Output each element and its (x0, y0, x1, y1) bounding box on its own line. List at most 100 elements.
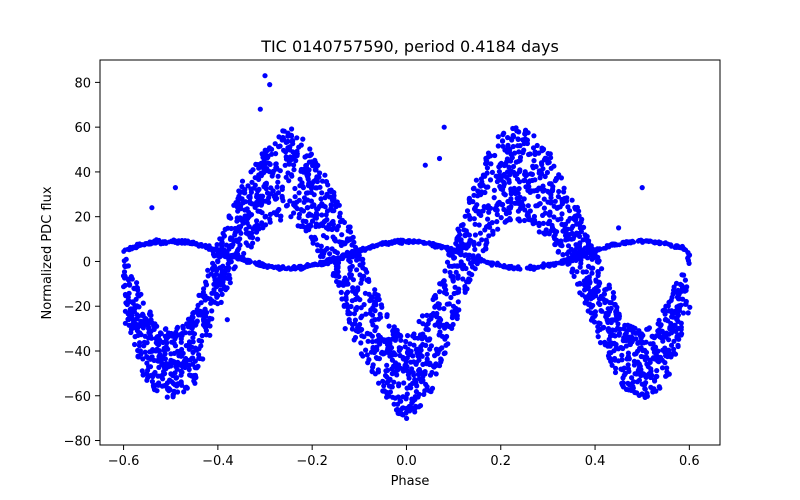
data-point (278, 217, 284, 223)
data-point (223, 242, 230, 248)
data-point (635, 330, 641, 336)
data-point (500, 201, 506, 208)
data-point (247, 200, 253, 206)
data-point (674, 243, 680, 249)
data-point (410, 370, 416, 376)
data-point (656, 359, 662, 365)
data-point (403, 338, 409, 345)
data-point (501, 171, 507, 177)
data-point (347, 229, 354, 235)
data-point (287, 144, 293, 150)
data-point (485, 216, 491, 222)
data-point (676, 336, 682, 342)
data-point (334, 199, 340, 205)
data-point (250, 226, 256, 232)
data-point (159, 361, 165, 367)
chart-title: TIC 0140757590, period 0.4184 days (260, 37, 559, 56)
data-point (512, 188, 519, 194)
data-point (225, 267, 231, 273)
data-point (411, 342, 417, 348)
data-point (214, 242, 220, 248)
data-point (136, 304, 142, 310)
data-point (472, 204, 478, 211)
data-point (450, 321, 456, 328)
data-point (205, 273, 211, 279)
data-point (551, 261, 556, 266)
data-point (215, 258, 221, 264)
data-point (625, 380, 631, 386)
data-point (198, 343, 204, 349)
data-point (339, 296, 345, 302)
data-point (489, 220, 495, 226)
data-point (348, 250, 354, 256)
data-point (253, 229, 260, 235)
data-point (517, 143, 523, 149)
data-point (384, 341, 390, 348)
data-point (444, 259, 451, 265)
data-point (620, 367, 626, 373)
data-point (568, 236, 575, 242)
data-point (263, 186, 269, 192)
data-point (498, 215, 504, 221)
data-point (347, 259, 353, 265)
data-point (516, 186, 522, 192)
data-point (345, 253, 350, 259)
data-point (654, 368, 660, 374)
data-point (130, 300, 136, 306)
data-point (497, 163, 503, 169)
data-point (355, 328, 361, 335)
data-point (354, 267, 360, 273)
data-point (477, 230, 483, 236)
data-point (619, 352, 625, 358)
data-point (286, 161, 292, 167)
data-point (665, 303, 671, 309)
data-point (314, 242, 320, 248)
data-point (595, 272, 601, 279)
data-point (454, 263, 460, 269)
data-point (478, 258, 484, 263)
data-point (360, 245, 366, 251)
data-point (360, 260, 366, 266)
data-point (298, 207, 304, 213)
data-point (127, 282, 133, 288)
data-point (587, 279, 593, 285)
data-point (263, 182, 269, 188)
data-point (512, 172, 518, 178)
data-point (277, 143, 283, 149)
data-point (364, 269, 370, 275)
data-point (319, 190, 325, 196)
data-point (585, 286, 591, 292)
data-point (687, 304, 693, 310)
data-point (379, 304, 385, 310)
data-point (278, 266, 284, 272)
data-point (319, 250, 325, 256)
data-point (142, 242, 147, 248)
data-point (677, 281, 684, 287)
data-point (147, 373, 154, 379)
data-point (170, 394, 176, 400)
data-point (638, 373, 644, 379)
data-point (528, 188, 535, 194)
data-point (384, 313, 390, 320)
x-tick-label: −0.4 (202, 454, 234, 469)
data-point (487, 177, 494, 183)
data-point (471, 256, 477, 262)
data-point (544, 156, 550, 162)
data-point (589, 270, 595, 276)
data-point (157, 337, 163, 343)
data-point (673, 280, 680, 286)
data-point (398, 337, 404, 343)
data-point (168, 330, 174, 337)
data-point (675, 312, 682, 318)
data-point (606, 282, 612, 288)
data-point (676, 305, 683, 311)
data-point (588, 296, 594, 302)
data-point (207, 323, 213, 329)
data-point (224, 317, 230, 323)
data-point (255, 236, 261, 242)
data-point (629, 375, 635, 381)
data-point (548, 195, 554, 201)
data-point (175, 389, 181, 395)
data-point (575, 281, 581, 287)
data-point (610, 290, 617, 296)
